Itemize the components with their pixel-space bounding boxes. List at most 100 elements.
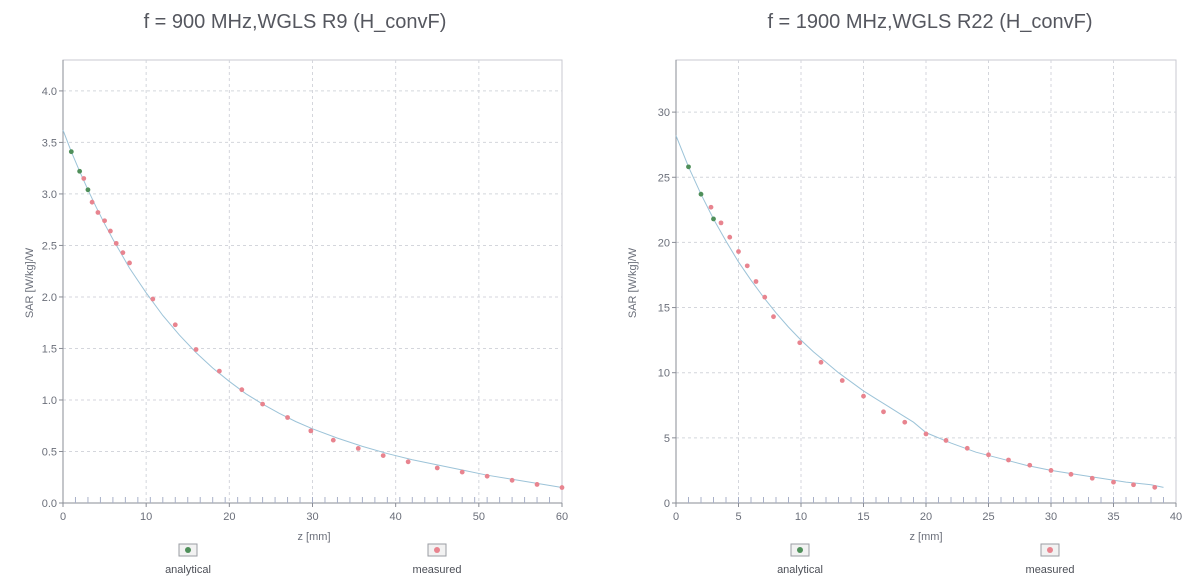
chart-title: f = 900 MHz,WGLS R9 (H_convF) (144, 11, 447, 33)
y-tick-label: 30 (658, 107, 670, 119)
measured-point (1068, 471, 1074, 477)
chart-title: f = 1900 MHz,WGLS R22 (H_convF) (767, 11, 1092, 33)
chart-2: 0 5 10 15 20 25 30 35 40 0 5 10 15 20 25 30 (658, 59, 1182, 557)
y-tick-label: 15 (658, 303, 670, 315)
legend-label-analytical: analytical (165, 564, 211, 576)
measured-point (818, 359, 824, 365)
y-tick-label: 0 (664, 498, 670, 510)
measured-point (260, 401, 265, 407)
measured-point (355, 445, 361, 451)
measured-point (1152, 484, 1158, 490)
measured-point (285, 415, 290, 420)
measured-point (753, 279, 759, 284)
y-tick-label: 2.5 (42, 240, 57, 252)
x-tick-label: 40 (1170, 511, 1182, 523)
measured-point (923, 431, 929, 437)
measured-point (330, 437, 336, 443)
measured-point (744, 263, 750, 269)
analytical-point (698, 191, 704, 197)
x-tick-label: 30 (306, 511, 318, 523)
measured-point (861, 393, 866, 399)
measured-point (559, 485, 565, 490)
legend-marker-measured (434, 547, 440, 553)
measured-point (881, 409, 886, 415)
y-tick-label: 2.0 (42, 292, 57, 304)
x-tick-label: 60 (556, 511, 568, 523)
measured-point (534, 482, 540, 487)
y-tick-label: 1.5 (42, 343, 57, 355)
measured-point (484, 473, 490, 479)
measured-point (771, 314, 776, 320)
measured-point (708, 204, 714, 210)
y-tick-label: 0.5 (42, 446, 57, 458)
measured-point (239, 387, 245, 393)
x-tick-label: 15 (857, 511, 869, 523)
x-tick-label: 10 (140, 511, 152, 523)
analytical-point (85, 187, 91, 193)
x-tick-label: 40 (390, 511, 402, 523)
x-axis-label: z [mm] (298, 531, 331, 543)
measured-point (943, 438, 949, 443)
measured-point (216, 368, 222, 374)
x-tick-label: 50 (473, 511, 485, 523)
legend-label-analytical: analytical (777, 564, 823, 576)
x-tick-label: 20 (920, 511, 932, 523)
measured-point (193, 347, 199, 352)
measured-point (902, 419, 908, 425)
x-tick-label: 20 (223, 511, 235, 523)
measured-point (839, 378, 845, 383)
measured-point (120, 250, 126, 256)
measured-point (150, 296, 156, 302)
measured-point (89, 199, 95, 205)
measured-point (113, 240, 119, 246)
measured-point (986, 452, 991, 458)
measured-point (509, 477, 515, 483)
y-tick-label: 20 (658, 237, 670, 249)
legend-marker-measured (1047, 547, 1053, 553)
measured-point (81, 176, 87, 181)
y-axis-label: SAR [W/kg]/W (24, 247, 36, 318)
y-tick-label: 4.0 (42, 86, 57, 98)
measured-point (797, 340, 803, 346)
legend-label-measured: measured (413, 564, 462, 576)
measured-point (727, 234, 733, 240)
analytical-point (77, 168, 83, 174)
legend-marker-analytical (185, 547, 191, 553)
analytical-curve (62, 129, 563, 489)
measured-point (95, 210, 101, 215)
y-axis-label: SAR [W/kg]/W (627, 247, 639, 318)
analytical-point (68, 149, 74, 155)
legend-marker-analytical (797, 547, 803, 553)
x-tick-label: 25 (982, 511, 994, 523)
y-tick-label: 10 (658, 368, 670, 380)
measured-point (736, 249, 741, 254)
measured-point (1111, 479, 1116, 485)
x-tick-label: 0 (673, 511, 679, 523)
y-tick-label: 5 (664, 433, 670, 445)
y-tick-label: 25 (658, 172, 670, 184)
x-tick-label: 30 (1045, 511, 1057, 523)
measured-point (1027, 462, 1033, 468)
measured-point (1006, 457, 1011, 463)
y-tick-label: 0.0 (42, 498, 57, 510)
measured-point (1089, 475, 1095, 481)
measured-point (405, 459, 411, 465)
legend-label-measured: measured (1026, 564, 1075, 576)
y-tick-label: 3.5 (42, 137, 57, 149)
analytical-point (686, 164, 691, 170)
measured-point (102, 218, 107, 224)
x-tick-label: 5 (735, 511, 741, 523)
x-tick-label: 0 (60, 511, 66, 523)
measured-point (1048, 468, 1054, 473)
x-axis-label: z [mm] (910, 531, 943, 543)
y-tick-label: 3.0 (42, 189, 57, 201)
measured-point (459, 469, 465, 475)
x-tick-label: 35 (1107, 511, 1119, 523)
measured-point (434, 465, 440, 471)
chart-1: 0 10 20 30 40 50 60 0.0 0.5 1.0 1.5 2.0 2.5 3.0 3.5 4.0 (42, 59, 568, 557)
measured-point (762, 294, 768, 300)
measured-point (718, 220, 724, 226)
y-tick-label: 1.0 (42, 395, 57, 407)
analytical-point (711, 216, 716, 222)
